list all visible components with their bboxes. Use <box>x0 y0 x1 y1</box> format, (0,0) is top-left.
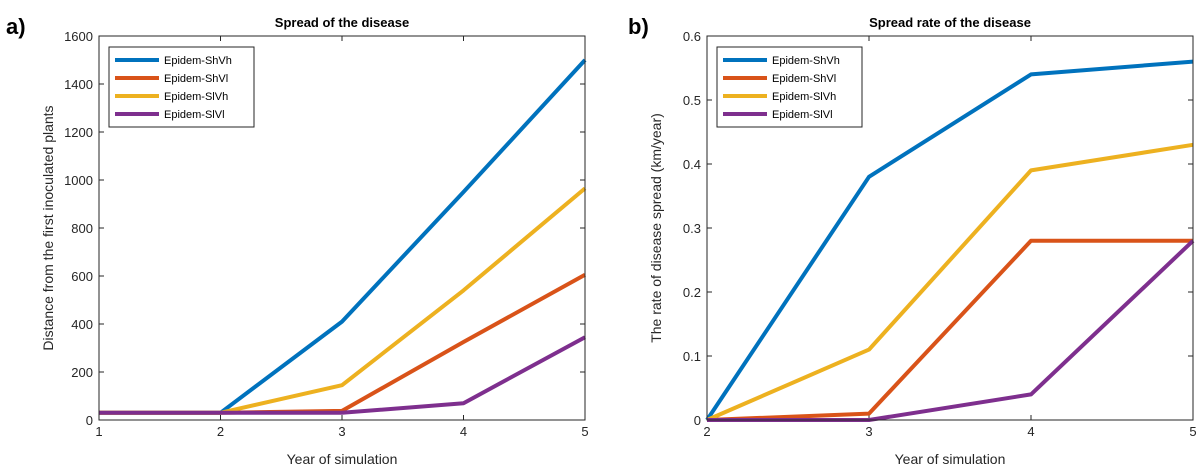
axes-box <box>706 35 1194 421</box>
x-tick-label: 2 <box>217 424 224 439</box>
legend: Epidem-ShVh Epidem-ShVl Epidem-SlVh Epidem-… <box>716 46 863 128</box>
x-tick-label: 5 <box>581 424 588 439</box>
panel-label-b: b) <box>628 14 649 39</box>
y-tick-label: 0.2 <box>683 285 701 300</box>
y-tick-label: 0.1 <box>683 349 701 364</box>
x-tick-label: 1 <box>95 424 102 439</box>
panel-label-a: a) <box>6 14 26 39</box>
series-line-epidem-shvh <box>705 59 1194 422</box>
legend-label: Epidem-ShVl <box>772 73 836 85</box>
y-tick-label: 400 <box>71 317 93 332</box>
legend-label: Epidem-SlVh <box>772 91 836 103</box>
chart-spread-rate: Spread rate of the disease 2 3 4 5 0 0.1 0.2 0.3… <box>648 15 1197 465</box>
legend-label: Epidem-ShVh <box>772 55 840 67</box>
y-tick-label: 1200 <box>64 125 93 140</box>
y-axis-label: Distance from the first inoculated plant… <box>40 105 56 350</box>
x-axis-label: Year of simulation <box>895 451 1006 465</box>
y-tick-label: 800 <box>71 221 93 236</box>
chart-title: Spread rate of the disease <box>869 15 1031 30</box>
y-tick-label: 0.5 <box>683 93 701 108</box>
y-tick-label: 0.3 <box>683 221 701 236</box>
legend-label: Epidem-SlVh <box>164 91 228 103</box>
x-axis-label: Year of simulation <box>287 451 398 465</box>
legend-label: Epidem-SlVl <box>164 109 225 121</box>
y-tick-label: 1400 <box>64 77 93 92</box>
chart-spread-distance: Spread of the disease 1 2 3 4 5 0 200 400 600 800 1… <box>40 15 589 465</box>
y-tick-label: 200 <box>71 365 93 380</box>
legend-label: Epidem-ShVl <box>164 73 228 85</box>
y-axis-label: The rate of disease spread (km/year) <box>648 113 664 343</box>
x-tick-label: 4 <box>460 424 467 439</box>
series-line-epidem-slvh <box>706 142 1194 422</box>
axes-box <box>98 35 586 421</box>
y-tick-label: 0.4 <box>683 157 701 172</box>
y-tick-label: 600 <box>71 269 93 284</box>
series-line-epidem-shvl <box>706 238 1193 422</box>
y-tick-label: 0 <box>694 413 701 428</box>
series-line-epidem-slvl <box>99 335 586 415</box>
legend-label: Epidem-ShVh <box>164 55 232 67</box>
y-tick-label: 0 <box>86 413 93 428</box>
x-tick-label: 3 <box>865 424 872 439</box>
y-tick-label: 1000 <box>64 173 93 188</box>
legend-label: Epidem-SlVl <box>772 109 833 121</box>
x-tick-label: 5 <box>1189 424 1196 439</box>
y-tick-label: 0.6 <box>683 29 701 44</box>
chart-title: Spread of the disease <box>275 15 409 30</box>
x-tick-label: 4 <box>1027 424 1034 439</box>
legend: Epidem-ShVh Epidem-ShVl Epidem-SlVh Epidem-… <box>108 46 255 128</box>
x-tick-label: 2 <box>703 424 710 439</box>
x-tick-label: 3 <box>338 424 345 439</box>
y-tick-label: 1600 <box>64 29 93 44</box>
